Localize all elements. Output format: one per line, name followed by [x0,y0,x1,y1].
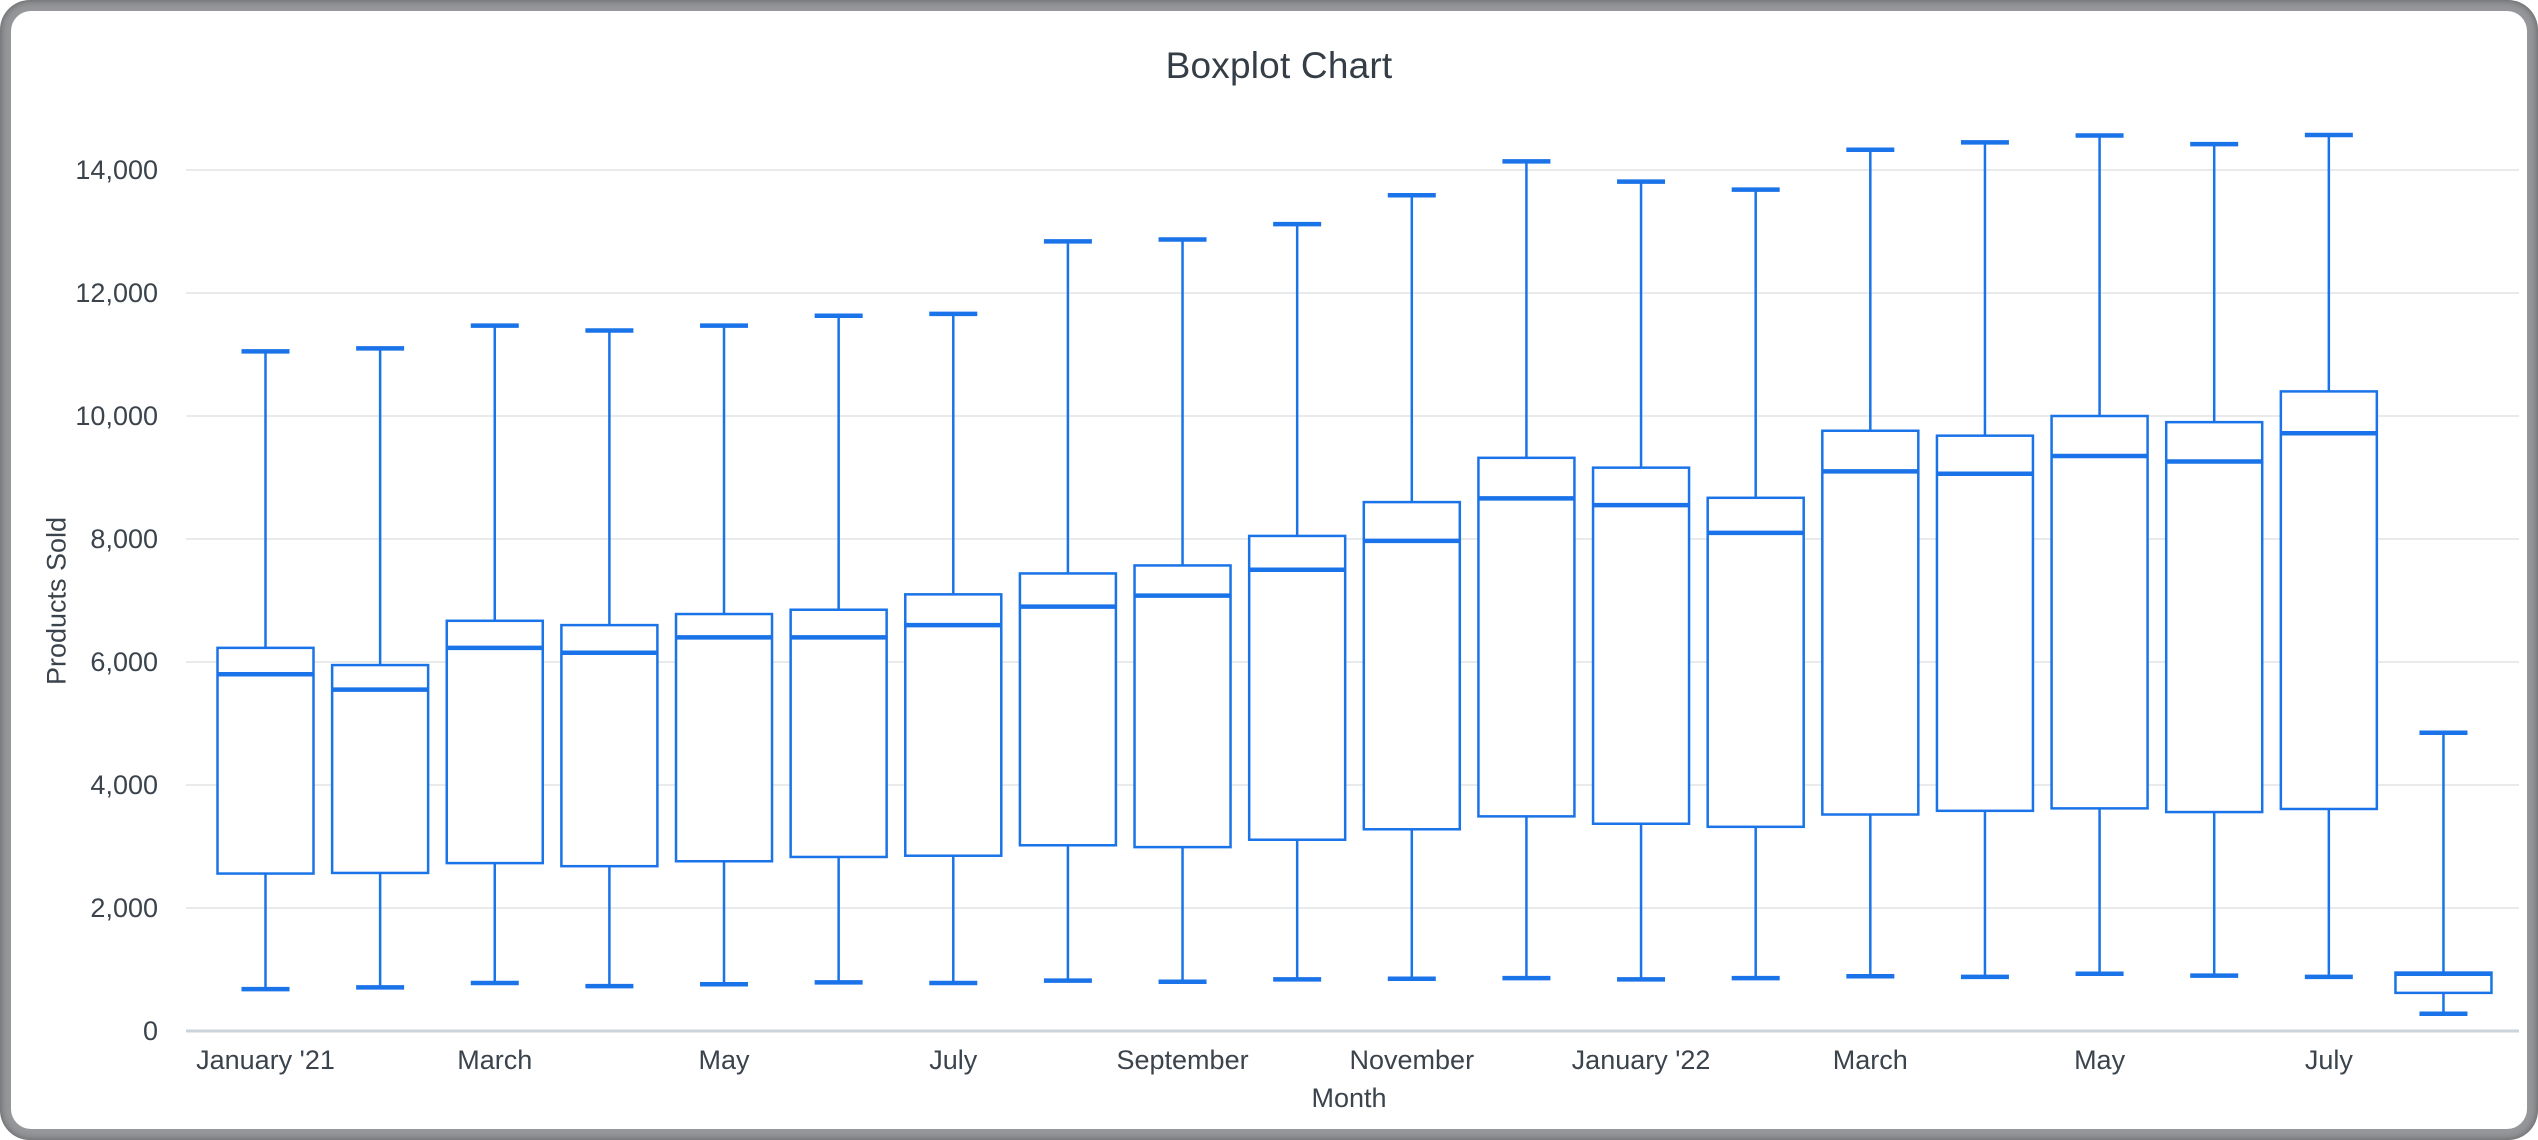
iqr-box [560,623,659,868]
boxplot-box[interactable] [1706,187,1805,981]
x-tick-label: September [1117,1045,1249,1075]
chart-surface: Boxplot Chart 0 2,000 4,000 6,000 8,000 10,00… [11,11,2527,1129]
x-axis-title: Month [1311,1083,1387,1113]
iqr-box [1591,466,1691,825]
iqr-box [1247,534,1347,841]
iqr-box [904,593,1003,857]
boxplot-box[interactable] [904,311,1003,986]
boxplot-box[interactable] [216,349,315,992]
x-tick-label: May [2074,1045,2126,1075]
x-tick-label: July [929,1045,978,1075]
y-tick-label: 6,000 [90,647,158,677]
axis-labels-layer: 0 2,000 4,000 6,000 8,000 10,000 12,000 14,000 J… [75,155,2353,1075]
boxplot-box[interactable] [1935,140,2035,980]
boxplot-box[interactable] [330,346,430,990]
boxplot-box[interactable] [789,313,888,985]
iqr-box [674,612,774,863]
boxplot-box[interactable] [674,323,774,987]
boxplot-box[interactable] [1133,237,1232,985]
y-tick-label: 12,000 [75,278,158,308]
iqr-box [2164,420,2264,814]
x-tick-label: May [699,1045,751,1075]
y-tick-label: 10,000 [75,401,158,431]
y-tick-label: 8,000 [90,524,158,554]
x-tick-label: November [1350,1045,1475,1075]
boxplot-box[interactable] [1362,192,1462,981]
boxplot-box[interactable] [2394,730,2493,1017]
iqr-box [1477,456,1576,818]
boxplot-box[interactable] [560,328,659,989]
y-tick-label: 0 [143,1016,158,1046]
boxplot-box[interactable] [2164,141,2264,978]
iqr-box [1706,496,1805,829]
x-tick-label: January '22 [1572,1045,1711,1075]
y-tick-label: 2,000 [90,893,158,923]
x-tick-label: March [1833,1045,1908,1075]
iqr-box [445,619,545,865]
boxplot-box[interactable] [1018,239,1118,983]
x-tick-label: March [457,1045,532,1075]
boxplot-box[interactable] [1821,147,1920,979]
boxplot-svg: 0 2,000 4,000 6,000 8,000 10,000 12,000 14,000 J… [75,132,2519,1075]
boxplot-box[interactable] [445,323,545,986]
boxplot-box[interactable] [1247,221,1347,982]
boxplot-box[interactable] [1591,179,1691,982]
x-tick-label: July [2305,1045,2354,1075]
iqr-box [1018,572,1118,847]
chart-title: Boxplot Chart [1165,45,1393,86]
iqr-box [330,663,430,875]
boxplot-box[interactable] [1477,159,1576,981]
iqr-box [1133,564,1232,849]
boxplot-box[interactable] [2050,133,2149,977]
iqr-box [1935,434,2035,813]
boxplot-box[interactable] [2279,132,2379,980]
y-tick-label: 14,000 [75,155,158,185]
boxes-layer [216,132,2493,1017]
iqr-box [2050,414,2149,810]
y-axis-title: Products Sold [41,516,72,686]
iqr-box [789,608,888,859]
x-tick-label: January '21 [196,1045,335,1075]
iqr-box [216,646,315,875]
iqr-box [2279,390,2379,811]
iqr-box [1362,500,1462,831]
y-tick-label: 4,000 [90,770,158,800]
iqr-box [1821,429,1920,816]
